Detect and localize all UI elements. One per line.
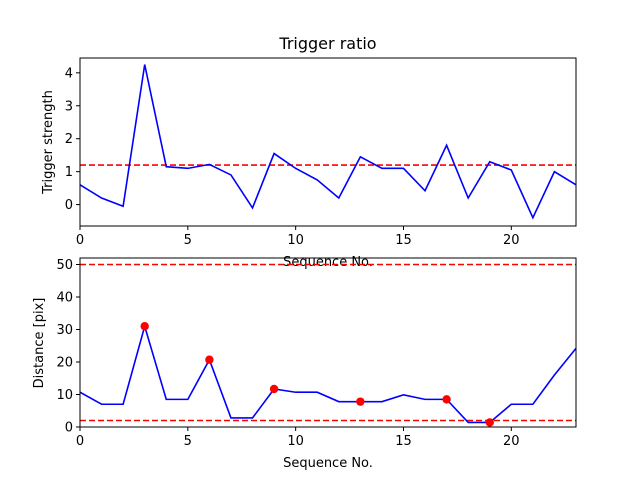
- axes-frame: [79, 257, 577, 428]
- x-tick-label: 10: [287, 434, 304, 449]
- x-tick-label: 5: [184, 434, 192, 449]
- data-point: [269, 384, 279, 394]
- y-tick-label: 50: [56, 258, 73, 273]
- y-tick-label: 2: [65, 132, 73, 147]
- data-point: [485, 418, 494, 427]
- y-tick-label: 1: [65, 165, 73, 180]
- data-point: [442, 395, 451, 404]
- x-tick-label: 10: [287, 233, 304, 248]
- series-line: [80, 64, 576, 220]
- plot-area: [80, 64, 576, 220]
- y-tick-label: 20: [56, 356, 73, 371]
- y-tick-label: 10: [56, 388, 73, 403]
- data-point: [140, 322, 149, 331]
- x-axis-label: Sequence No.: [283, 456, 373, 471]
- y-axis-label: Trigger strength: [41, 90, 56, 195]
- x-tick-label: 20: [503, 434, 520, 449]
- x-axis-label: Sequence No.: [283, 255, 373, 270]
- x-tick-label: 15: [395, 233, 412, 248]
- x-tick-label: 20: [503, 233, 520, 248]
- x-tick-label: 0: [76, 434, 84, 449]
- axes-frame: [79, 57, 577, 227]
- y-axis-label: Distance [pix]: [32, 298, 47, 389]
- x-tick-label: 0: [76, 233, 84, 248]
- x-tick-label: 15: [395, 434, 412, 449]
- y-tick-label: 30: [56, 323, 73, 338]
- plot-area: [80, 263, 576, 427]
- y-tick-label: 0: [65, 421, 73, 436]
- data-point: [356, 397, 365, 406]
- data-point: [205, 355, 214, 364]
- y-tick-label: 40: [56, 291, 73, 306]
- x-tick-label: 5: [184, 233, 192, 248]
- series-line: [80, 323, 576, 424]
- chart-title: Trigger ratio: [278, 34, 376, 53]
- y-tick-label: 4: [65, 66, 73, 81]
- y-tick-label: 0: [65, 198, 73, 213]
- trigger-ratio-chart: Trigger ratio Trigger strength 0 5 10 15 20 0…: [41, 34, 577, 270]
- distance-chart: Sequence No. Distance [pix] 0 5 10 15 20 0 10 2…: [32, 257, 577, 471]
- y-tick-label: 3: [65, 99, 73, 114]
